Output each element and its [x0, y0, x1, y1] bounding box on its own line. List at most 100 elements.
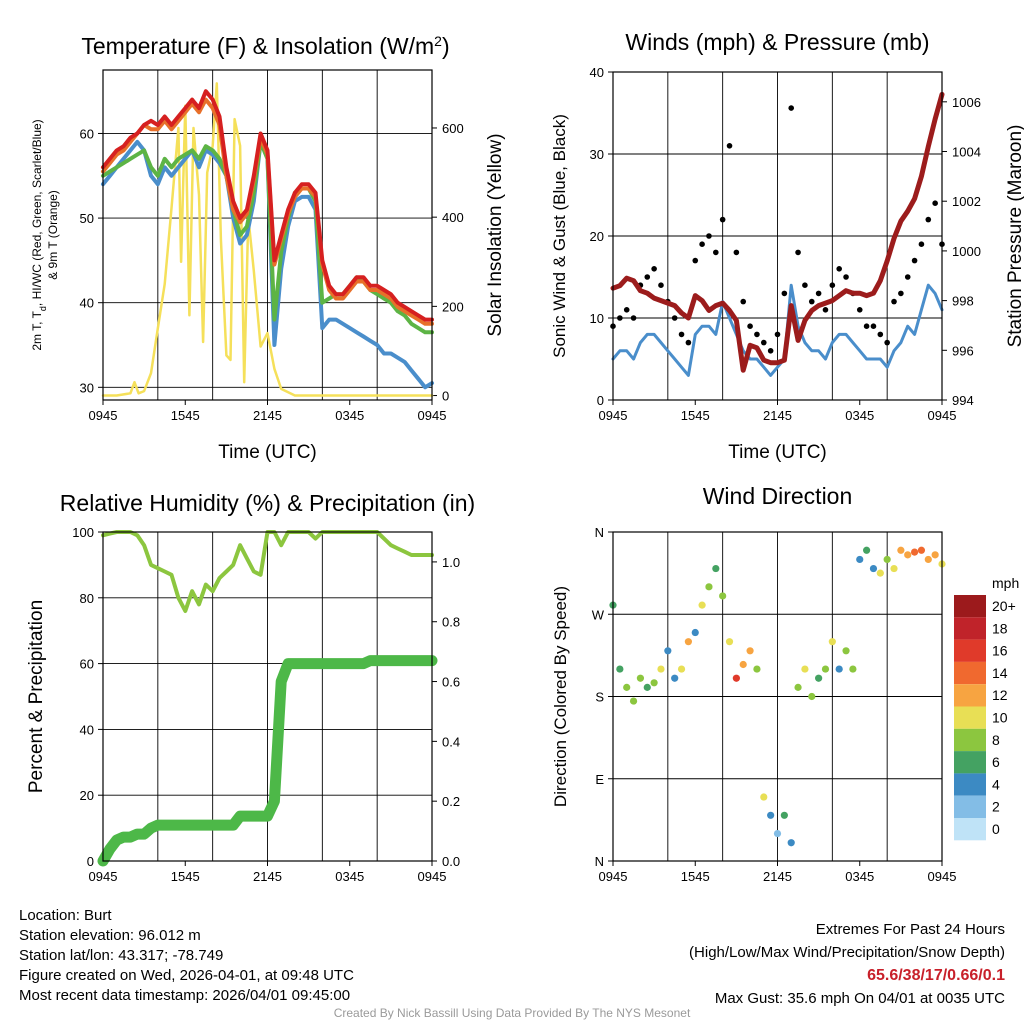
temp-y-tick-label: 50: [80, 211, 94, 226]
gust-point: [651, 266, 657, 272]
direction-point: [876, 569, 884, 577]
wind-x-tick-label: 0345: [845, 408, 874, 423]
direction-point: [828, 638, 836, 646]
direction-point: [732, 674, 740, 682]
gust-point: [808, 298, 815, 305]
gust-point: [788, 105, 795, 111]
direction-point: [780, 811, 788, 819]
rh-y2-tick-label: 0.8: [442, 615, 460, 630]
rh-y-tick-label: 0: [87, 854, 94, 869]
colorbar-label: 8: [992, 732, 1000, 748]
extremes-legend: (High/Low/Max Wind/Precipitation/Snow De…: [689, 944, 1005, 961]
station-latlon: Station lat/lon: 43.317; -78.749: [19, 947, 224, 964]
direction-point: [650, 679, 658, 687]
gust-point: [740, 298, 747, 305]
gust-point: [774, 331, 781, 338]
direction-point: [616, 665, 624, 673]
colorbar-title: mph: [992, 575, 1019, 591]
gust-point: [863, 323, 870, 330]
extremes-title: Extremes For Past 24 Hours: [815, 921, 1005, 938]
wind-y-tick-label: 0: [597, 393, 604, 408]
direction-point: [698, 601, 706, 609]
colorbar-label: 20+: [992, 598, 1016, 614]
temp-x-axis-label: Time (UTC): [218, 442, 317, 463]
temp-y-tick-label: 60: [80, 126, 94, 141]
colorbar-label: 10: [992, 710, 1008, 726]
colorbar-label: 0: [992, 821, 1000, 837]
temp-x-tick-label: 1545: [171, 408, 200, 423]
gust-point: [733, 249, 740, 256]
temp-x-tick-label: 0345: [335, 408, 364, 423]
gust-point: [829, 282, 836, 289]
direction-point: [821, 665, 830, 673]
direction-point: [842, 647, 850, 655]
direction-point: [664, 647, 672, 655]
colorbar-swatch: [954, 728, 986, 752]
temp-y2-tick-label: 400: [442, 210, 464, 225]
dir-x-tick-label: 0945: [928, 869, 957, 884]
direction-point: [869, 564, 878, 573]
direction-point: [904, 551, 912, 559]
gust-point: [815, 290, 822, 297]
gust-point: [843, 274, 849, 280]
direction-point: [623, 683, 631, 691]
dir-y-tick-label: S: [595, 690, 604, 705]
direction-point: [931, 551, 939, 559]
colorbar-swatch: [954, 773, 986, 796]
dir-x-tick-label: 0345: [845, 869, 874, 884]
gust-point: [706, 233, 712, 239]
precipitation-line: [97, 655, 438, 867]
temp-x-tick-label: 2145: [253, 408, 282, 423]
colorbar-label: 4: [992, 776, 1000, 792]
direction-point: [657, 665, 665, 673]
rh-y-tick-label: 80: [80, 591, 94, 606]
temp-y2-tick-label: 0: [442, 389, 449, 404]
direction-point: [671, 674, 679, 682]
station-info: Location: Burt Station elevation: 96.012…: [19, 906, 354, 1006]
dir-y-tick-label: N: [595, 525, 604, 540]
rh-y2-tick-label: 0.2: [442, 794, 460, 809]
wind-y2-tick-label: 998: [952, 294, 974, 309]
wind-x-tick-label: 0945: [928, 408, 957, 423]
colorbar-label: 18: [992, 620, 1008, 636]
wind-x-tick-label: 2145: [763, 408, 792, 423]
direction-point: [767, 811, 775, 819]
max-gust: Max Gust: 35.6 mph On 04/01 at 0035 UTC: [714, 990, 1005, 1007]
temp-y2-tick-label: 200: [442, 299, 464, 314]
rh-x-tick-label: 0945: [89, 869, 118, 884]
wind-x-tick-label: 1545: [681, 408, 710, 423]
gust-point: [918, 241, 925, 247]
rh-y-tick-label: 60: [80, 657, 94, 672]
rh-y-axis-label: Percent & Precipitation: [26, 600, 47, 793]
colorbar-swatch: [954, 684, 986, 707]
temp-x-tick-label: 0945: [89, 408, 118, 423]
wind-y2-tick-label: 1000: [952, 244, 981, 259]
colorbar-label: 12: [992, 687, 1008, 703]
dir-x-tick-label: 1545: [681, 869, 710, 884]
station-location: Location: Burt: [19, 907, 112, 924]
dir-x-tick-label: 0945: [599, 869, 628, 884]
sonic-wind-line: [611, 283, 944, 377]
temp-y2-axis-label: Solar Insolation (Yellow): [485, 133, 506, 336]
temp-y-axis-label-2: & 9m T (Orange): [46, 190, 60, 280]
colorbar-label: 2: [992, 799, 1000, 815]
direction-point: [794, 683, 802, 691]
wind-y-tick-label: 30: [590, 147, 604, 162]
gust-point: [623, 307, 630, 313]
recent-timestamp: Most recent data timestamp: 2026/04/01 0…: [19, 987, 351, 1004]
gust-point: [767, 348, 774, 354]
gust-point: [685, 339, 692, 346]
direction-point: [677, 665, 686, 673]
direction-point: [712, 564, 720, 573]
gust-point: [870, 323, 877, 330]
colorbar-label: 14: [992, 665, 1008, 681]
gust-point: [630, 315, 637, 321]
rh-x-tick-label: 1545: [171, 869, 200, 884]
gust-point: [856, 307, 863, 313]
gust-point: [699, 241, 705, 247]
gust-point: [747, 323, 753, 330]
dir-y-tick-label: E: [595, 772, 604, 787]
temp-plot-frame: [102, 69, 433, 401]
direction-point: [883, 555, 891, 564]
